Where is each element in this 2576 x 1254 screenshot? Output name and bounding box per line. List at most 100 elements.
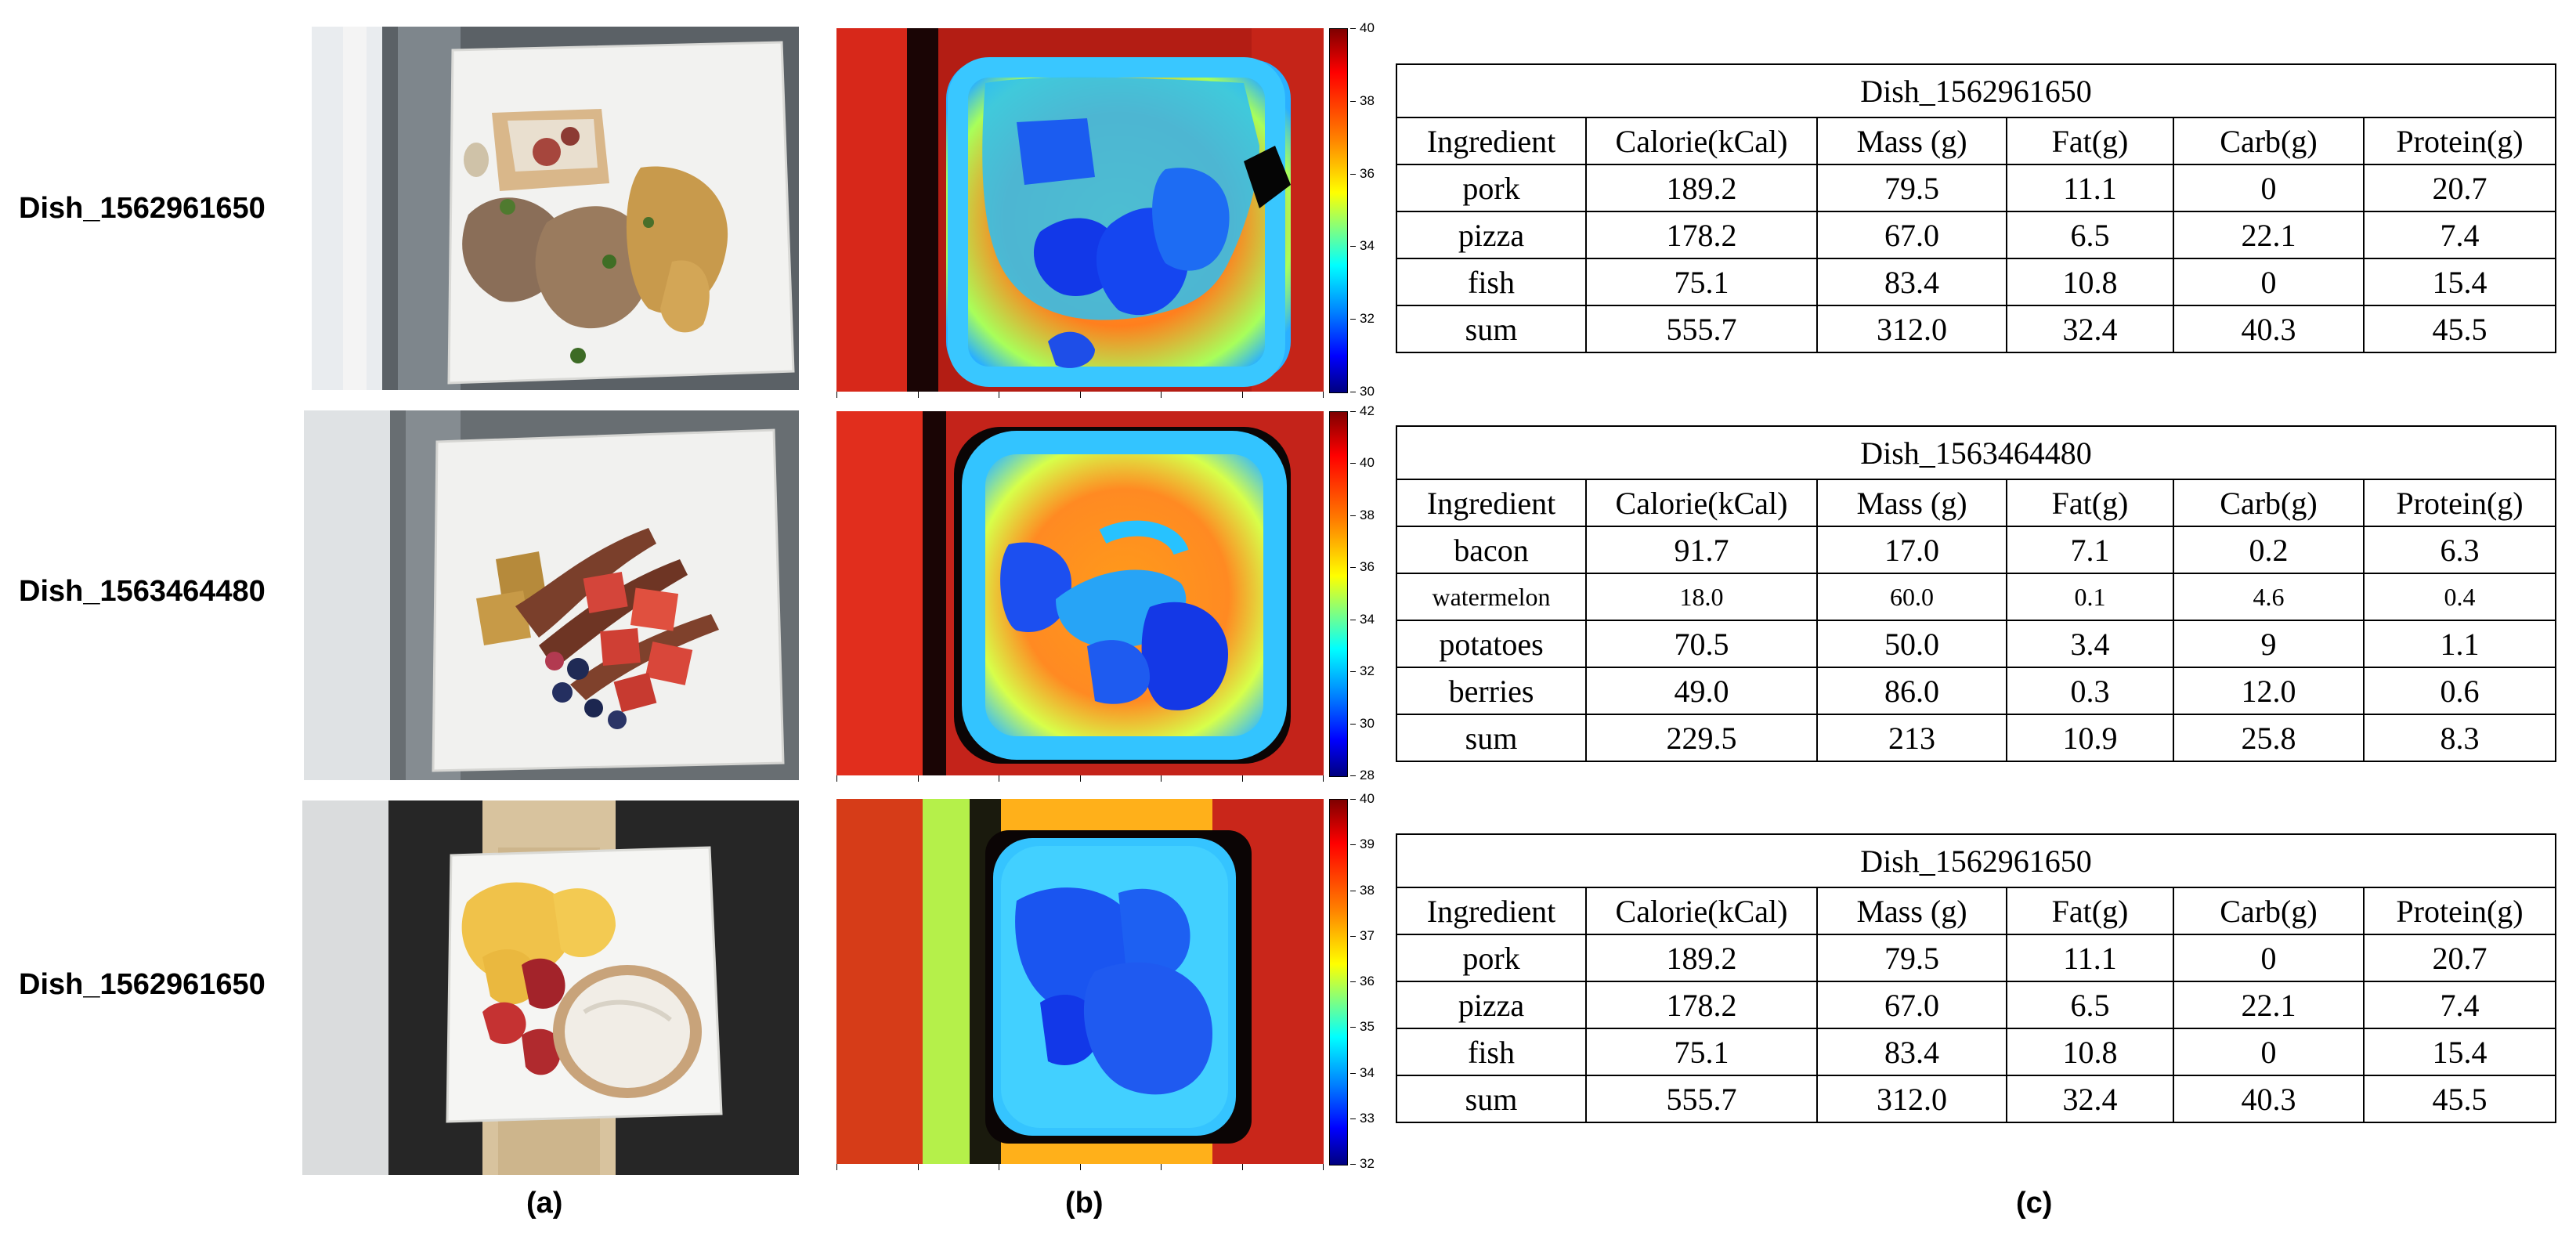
colorbar-tick-label: 40	[1360, 791, 1375, 806]
table-row: sum 555.7 312.0 32.4 40.3 45.5	[1396, 1075, 2557, 1123]
depth-axis-ticks-2	[836, 775, 1324, 782]
table-title-row: Dish_1562961650	[1395, 63, 2557, 118]
colorbar-dish-2	[1329, 411, 1348, 777]
column-header: Mass (g)	[1816, 887, 2007, 935]
colorbar-tick-mark	[1350, 935, 1356, 937]
table-cell: 0	[2173, 1028, 2365, 1076]
table-cell: 67.0	[1816, 981, 2007, 1029]
colorbar-tick-mark	[1350, 844, 1356, 846]
table-cell: 12.0	[2173, 667, 2365, 715]
panel-label-a: (a)	[526, 1187, 563, 1220]
column-header: Fat(g)	[2006, 117, 2174, 165]
column-header: Calorie(kCal)	[1585, 887, 1818, 935]
table-cell: 15.4	[2362, 258, 2557, 306]
table-row: pizza 178.2 67.0 6.5 22.1 7.4	[1396, 981, 2557, 1029]
table-cell: fish	[1396, 1028, 1587, 1076]
table-cell: 11.1	[2006, 934, 2174, 982]
depth-map-dish-2	[836, 411, 1324, 775]
colorbar-tick-mark	[1350, 723, 1356, 725]
table-cell: 178.2	[1585, 211, 1818, 259]
row-label-dish-2: Dish_1563464480	[19, 575, 266, 608]
table-title: Dish_1562961650	[1395, 833, 2557, 888]
table-cell: 15.4	[2362, 1028, 2557, 1076]
table-cell: 45.5	[2362, 1075, 2557, 1123]
food-photo-dish-1	[312, 27, 799, 390]
colorbar-tick-mark	[1350, 1072, 1356, 1074]
table-cell: 45.5	[2362, 305, 2557, 353]
colorbar-tick-label: 32	[1360, 1156, 1375, 1171]
table-cell: 40.3	[2173, 305, 2365, 353]
table-row: sum 229.5 213 10.9 25.8 8.3	[1396, 714, 2557, 762]
table-cell: 79.5	[1816, 164, 2007, 212]
table-row: fish 75.1 83.4 10.8 0 15.4	[1396, 258, 2557, 306]
column-header: Fat(g)	[2006, 887, 2174, 935]
table-cell: pork	[1396, 934, 1587, 982]
column-header: Protein(g)	[2362, 479, 2557, 527]
colorbar-tick-label: 34	[1360, 1064, 1375, 1080]
colorbar-tick-mark	[1350, 1164, 1356, 1165]
colorbar-tick-label: 33	[1360, 1110, 1375, 1126]
column-header: Ingredient	[1396, 479, 1587, 527]
table-cell: 22.1	[2173, 211, 2365, 259]
table-header-row: Ingredient Calorie(kCal) Mass (g) Fat(g) Car…	[1396, 887, 2557, 935]
table-cell: 178.2	[1585, 981, 1818, 1029]
table-header-row: Ingredient Calorie(kCal) Mass (g) Fat(g) Car…	[1396, 479, 2557, 527]
colorbar-tick-label: 32	[1360, 311, 1375, 327]
table-cell: 555.7	[1585, 305, 1818, 353]
colorbar-tick-mark	[1350, 567, 1356, 569]
table-cell: 0	[2173, 258, 2365, 306]
column-header: Mass (g)	[1816, 479, 2007, 527]
food-photo-dish-3	[302, 800, 799, 1175]
panel-label-b: (b)	[1065, 1187, 1104, 1220]
table-cell: 4.6	[2173, 573, 2365, 621]
table-cell: 17.0	[1816, 526, 2007, 574]
colorbar-tick-label: 35	[1360, 1019, 1375, 1035]
depth-axis-ticks-1	[836, 392, 1324, 398]
colorbar-tick-mark	[1350, 411, 1356, 412]
colorbar-tick-label: 34	[1360, 238, 1375, 254]
table-cell: 10.8	[2006, 1028, 2174, 1076]
table-row: pizza 178.2 67.0 6.5 22.1 7.4	[1396, 211, 2557, 259]
colorbar-tick-mark	[1350, 671, 1356, 673]
colorbar-dish-1	[1329, 28, 1348, 393]
table-title-row: Dish_1562961650	[1395, 833, 2557, 888]
table-cell: 86.0	[1816, 667, 2007, 715]
colorbar-tick-label: 38	[1360, 507, 1375, 522]
colorbar-tick-mark	[1350, 1027, 1356, 1028]
colorbar-tick-mark	[1350, 775, 1356, 776]
table-cell: watermelon	[1396, 573, 1587, 621]
table-cell: 229.5	[1585, 714, 1818, 762]
table-cell: 0	[2173, 934, 2365, 982]
table-cell: 20.7	[2362, 164, 2557, 212]
table-cell: 0.1	[2006, 573, 2174, 621]
table-row: sum 555.7 312.0 32.4 40.3 45.5	[1396, 305, 2557, 353]
column-header: Fat(g)	[2006, 479, 2174, 527]
table-cell: 0.4	[2362, 573, 2557, 621]
table-cell: pork	[1396, 164, 1587, 212]
table-title: Dish_1562961650	[1395, 63, 2557, 118]
row-label-dish-3: Dish_1562961650	[19, 968, 266, 1001]
colorbar-tick-mark	[1350, 246, 1356, 248]
table-cell: pizza	[1396, 981, 1587, 1029]
colorbar-tick-mark	[1350, 799, 1356, 800]
table-cell: fish	[1396, 258, 1587, 306]
colorbar-tick-label: 28	[1360, 768, 1375, 782]
table-row: watermelon 18.0 60.0 0.1 4.6 0.4	[1396, 573, 2557, 621]
table-cell: 18.0	[1585, 573, 1818, 621]
table-cell: sum	[1396, 305, 1587, 353]
depth-map-dish-3	[836, 799, 1324, 1164]
colorbar-tick-label: 30	[1360, 715, 1375, 731]
table-cell: 32.4	[2006, 1075, 2174, 1123]
table-cell: 6.5	[2006, 981, 2174, 1029]
table-cell: 0.2	[2173, 526, 2365, 574]
table-title: Dish_1563464480	[1395, 425, 2557, 480]
table-cell: potatoes	[1396, 620, 1587, 668]
table-cell: 75.1	[1585, 258, 1818, 306]
table-cell: 6.5	[2006, 211, 2174, 259]
table-cell: pizza	[1396, 211, 1587, 259]
table-cell: 312.0	[1816, 305, 2007, 353]
table-cell: 0.6	[2362, 667, 2557, 715]
table-cell: 83.4	[1816, 258, 2007, 306]
column-header: Mass (g)	[1816, 117, 2007, 165]
table-cell: 11.1	[2006, 164, 2174, 212]
